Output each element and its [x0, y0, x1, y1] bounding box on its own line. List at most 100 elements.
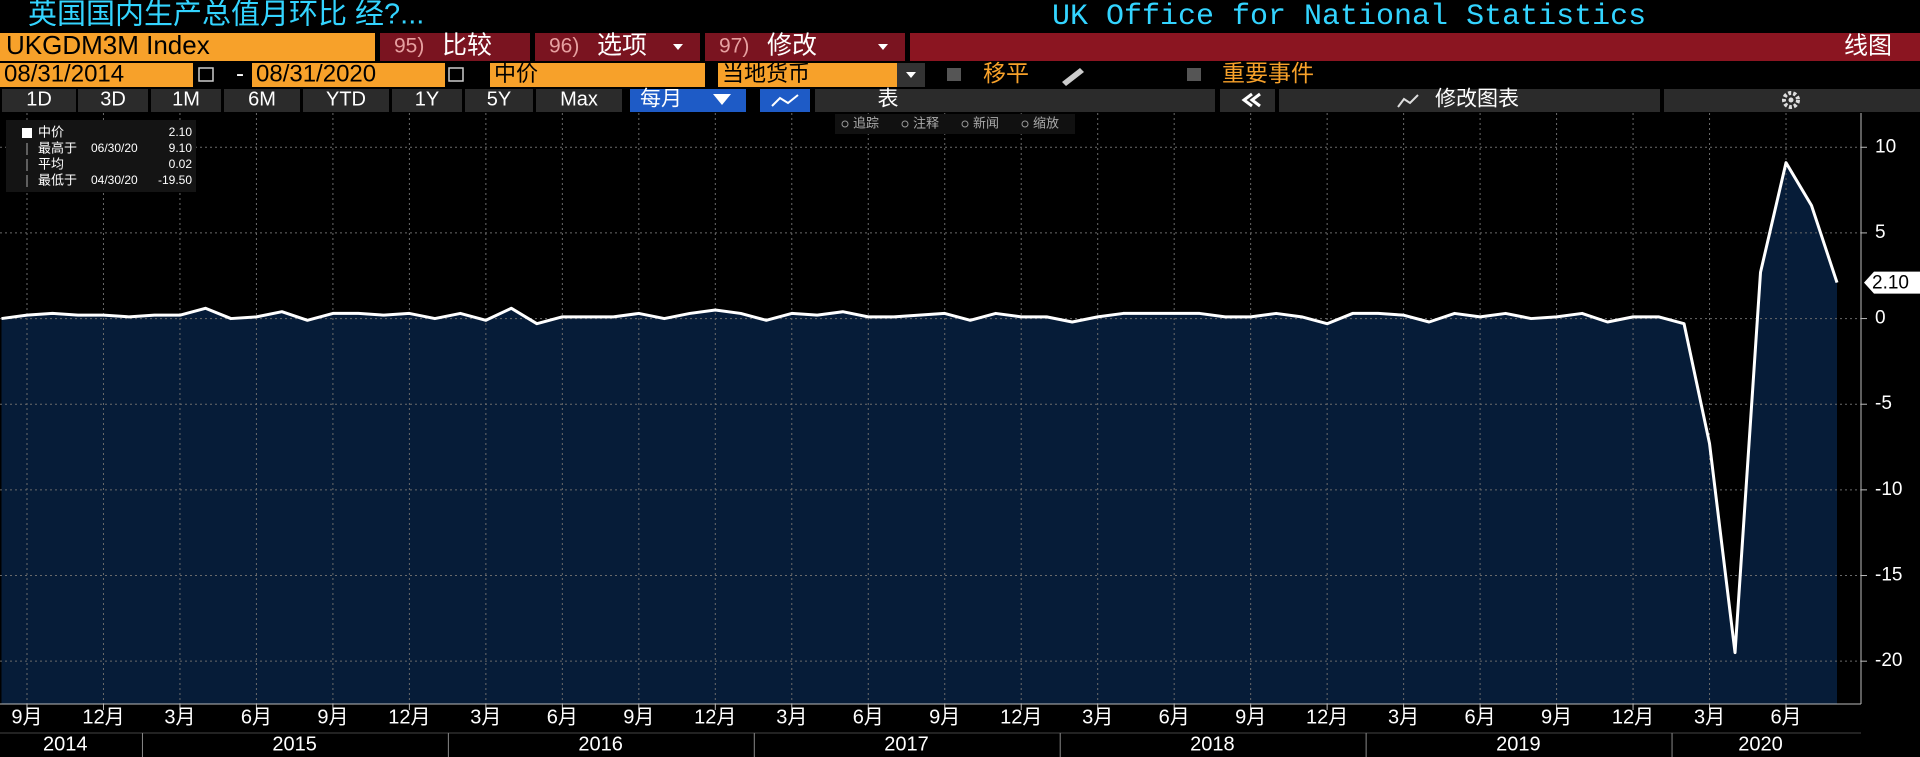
period-label: 1D	[26, 88, 52, 110]
period-button[interactable]	[151, 89, 221, 112]
legend-marker	[22, 128, 32, 138]
view-label: 线图	[1844, 32, 1892, 59]
x-tick-label: 6月	[547, 706, 578, 728]
menu-button[interactable]	[705, 33, 905, 61]
x-tick-label: 3月	[470, 706, 501, 728]
x-tick-label: 6月	[1159, 706, 1190, 728]
x-year-label: 2019	[1496, 733, 1541, 755]
period-button[interactable]	[392, 89, 462, 112]
x-tick-label: 9月	[1235, 706, 1266, 728]
end-date: 08/31/2020	[256, 60, 376, 87]
x-tick-label: 9月	[929, 706, 960, 728]
x-tick-label: 12月	[1612, 706, 1654, 728]
x-year-label: 2018	[1190, 733, 1235, 755]
x-tick-label: 3月	[164, 706, 195, 728]
period-button[interactable]	[224, 89, 300, 112]
legend-date: 04/30/20	[91, 173, 138, 187]
period-label: 6M	[248, 88, 276, 110]
y-tick-label: 10	[1875, 136, 1896, 157]
period-button[interactable]	[78, 89, 148, 112]
currency-box[interactable]	[718, 63, 897, 87]
events-checkbox[interactable]	[1187, 68, 1201, 81]
legend-label: 中价	[38, 124, 64, 139]
edit-chart-button[interactable]	[1279, 89, 1660, 112]
x-tick-label: 3月	[776, 706, 807, 728]
period-button[interactable]	[465, 89, 533, 112]
x-tick-label: 9月	[623, 706, 654, 728]
window-title: 英国国内生产总值月环比 经?...	[28, 0, 424, 31]
y-tick-label: -15	[1875, 565, 1902, 586]
chart-tools-bar	[835, 114, 1075, 134]
chart-tool: 注释	[913, 115, 939, 130]
tool-icon	[841, 120, 849, 128]
x-year-label: 2017	[884, 733, 929, 755]
period-label: 1M	[172, 88, 200, 110]
table-button[interactable]	[815, 89, 1215, 112]
tool-icon	[901, 120, 909, 128]
x-tick-label: 12月	[1306, 706, 1348, 728]
currency: 当地货币	[722, 61, 810, 86]
legend-value: -19.50	[158, 173, 192, 187]
legend-box	[6, 120, 196, 192]
x-tick-label: 12月	[1000, 706, 1042, 728]
calendar-icon[interactable]	[448, 67, 464, 82]
menu-button[interactable]	[535, 33, 700, 61]
legend-label: 最低于	[38, 172, 77, 187]
tool-icon	[961, 120, 969, 128]
y-tick-label: -20	[1875, 650, 1902, 671]
x-tick-label: 3月	[1388, 706, 1419, 728]
x-tick-label: 9月	[1541, 706, 1572, 728]
legend-value: 2.10	[169, 125, 193, 139]
area-fill	[1, 162, 1837, 704]
x-tick-label: 6月	[241, 706, 272, 728]
field-box[interactable]	[490, 63, 705, 87]
start-date: 08/31/2014	[4, 60, 124, 87]
y-tick-label: -5	[1875, 393, 1892, 414]
chart-tool: 新闻	[973, 115, 999, 130]
moving-average: 移平	[983, 60, 1029, 86]
legend-label: 最高于	[38, 140, 77, 155]
collapse-icon	[1241, 92, 1261, 108]
x-tick-label: 3月	[1694, 706, 1725, 728]
x-year-label: 2015	[272, 733, 317, 755]
chart-tool: 追踪	[853, 115, 879, 130]
chart-tool: 缩放	[1033, 115, 1059, 130]
period-button[interactable]	[2, 89, 76, 112]
start-date-box[interactable]	[0, 63, 193, 87]
field: 中价	[494, 61, 538, 86]
ticker: UKGDM3M Index	[6, 30, 210, 60]
moving-checkbox[interactable]	[947, 68, 961, 81]
view-bar	[910, 33, 1920, 61]
x-year-label: 2016	[578, 733, 623, 755]
calendar-icon[interactable]	[198, 67, 214, 82]
x-tick-label: 12月	[388, 706, 430, 728]
x-tick-label: 12月	[82, 706, 124, 728]
y-tick-label: 5	[1875, 222, 1886, 243]
period-label: 3D	[100, 88, 126, 110]
period-label: 1Y	[415, 88, 439, 110]
x-tick-label: 6月	[853, 706, 884, 728]
menu-button[interactable]	[380, 33, 530, 61]
menu-button-number: 95)	[394, 35, 424, 58]
collapse-button[interactable]	[1220, 89, 1275, 112]
dropdown-arrow	[906, 72, 916, 78]
settings-gear	[1782, 91, 1800, 109]
last-value-tag	[1864, 271, 1920, 294]
menu-button-number: 96)	[549, 35, 579, 58]
legend-label: 平均	[38, 156, 64, 171]
x-tick-label: 6月	[1465, 706, 1496, 728]
key-events: 重要事件	[1222, 60, 1314, 86]
period-button[interactable]	[536, 89, 622, 112]
period-label: YTD	[326, 88, 366, 110]
frequency: 每月	[640, 88, 682, 111]
dropdown-arrow	[673, 44, 683, 50]
x-year-label: 2020	[1738, 733, 1783, 755]
settings-gear-hub	[1788, 97, 1794, 103]
end-date-box[interactable]	[252, 63, 445, 87]
date-dash: -	[236, 60, 244, 87]
x-axis-area	[0, 704, 1920, 757]
period-button[interactable]	[303, 89, 389, 112]
menu-button-label: 修改	[767, 32, 817, 60]
legend-date: 06/30/20	[91, 141, 138, 155]
